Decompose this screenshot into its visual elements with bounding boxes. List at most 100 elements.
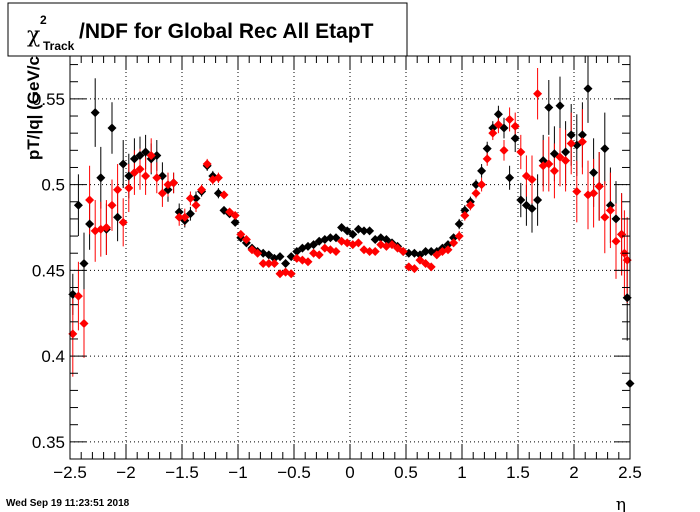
red-data-point [521,171,531,181]
black-data-point [96,173,106,183]
red-data-point [286,269,296,279]
black-data-point [421,246,431,256]
x-tick-label: −0.5 [277,463,311,482]
x-tick-label: −2 [116,463,135,482]
black-data-point [73,200,83,210]
y-axis-ticks: 0.35 0.4 0.45 0.5 0.55 [32,64,630,460]
y-axis-title: pT/|q| (GeV/c [24,56,43,160]
red-data-point [152,173,162,183]
black-data-point [381,234,391,244]
title-subscript: Track [43,39,75,53]
x-tick-label: 1 [457,463,466,482]
black-data-point [544,102,554,112]
black-data-point [499,123,509,133]
black-data-point [415,250,425,260]
red-data-point [303,257,313,267]
black-data-point [622,293,632,303]
black-data-point [141,147,151,157]
red-data-point [213,173,223,183]
black-data-point [85,219,95,229]
black-data-point [113,212,123,222]
black-data-point [325,233,335,243]
red-data-point [449,238,459,248]
red-data-point [622,255,632,265]
black-data-point [549,149,559,159]
red-data-point [549,166,559,176]
black-data-point [275,252,285,262]
red-data-point [79,319,89,329]
red-data-point [589,188,599,198]
black-data-point [589,168,599,178]
red-data-point [594,181,604,191]
grid-lines [70,56,630,459]
red-data-point [421,259,431,269]
black-data-point [292,246,302,256]
title-superscript: 2 [40,13,47,27]
black-data-point [488,123,498,133]
red-data-point [471,188,481,198]
black-data-point [79,259,89,269]
red-data-point [454,231,464,241]
red-data-point [605,205,615,215]
red-data-point [169,178,179,188]
red-data-point [499,145,509,155]
red-data-point [493,120,503,130]
black-data-point [521,200,531,210]
red-data-point [174,212,184,222]
red-data-point [225,207,235,217]
red-data-point [460,210,470,220]
black-data-point [342,226,352,236]
x-tick-label: 0 [345,463,354,482]
red-data-point [269,259,279,269]
red-data-point [202,159,212,169]
red-data-point [561,156,571,166]
red-data-point [73,291,83,301]
y-tick-label: 0.4 [41,347,65,366]
black-data-point [561,147,571,157]
black-data-point [527,204,537,214]
black-data-point [538,156,548,166]
red-data-point [101,222,111,232]
red-data-point [398,246,408,256]
red-data-point [241,234,251,244]
black-data-point [577,130,587,140]
red-data-point [331,246,341,256]
black-data-point [348,229,358,239]
black-data-point [460,205,470,215]
red-data-point [577,137,587,147]
red-data-point [544,159,554,169]
black-data-point [124,171,134,181]
x-tick-label: 2.5 [618,463,642,482]
data-markers [68,84,635,389]
red-data-point [185,193,195,203]
red-data-point [527,174,537,184]
black-data-point [482,144,492,154]
x-tick-label: 2 [569,463,578,482]
x-tick-label: −2.5 [53,463,87,482]
red-data-point [488,128,498,138]
timestamp: Wed Sep 19 11:23:51 2018 [6,498,130,509]
x-tick-label: −1 [228,463,247,482]
black-data-point [309,240,319,250]
black-data-point [454,219,464,229]
red-data-point [370,246,380,256]
red-data-point [219,190,229,200]
red-data-point [85,195,95,205]
red-data-point [572,186,582,196]
red-data-point [465,200,475,210]
black-data-point [230,217,240,227]
black-data-point [359,226,369,236]
red-data-point [314,250,324,260]
red-data-point [258,259,268,269]
red-data-point [236,229,246,239]
black-data-point [493,109,503,119]
black-data-point [135,150,145,160]
x-tick-label: 1.5 [506,463,530,482]
x-axis-title: η [616,495,626,512]
black-data-point [107,123,117,133]
black-data-point [583,84,593,94]
y-tick-label: 0.45 [32,261,65,280]
black-data-point [152,150,162,160]
chart-title: /NDF for Global Rec All EtapT [79,20,374,43]
black-data-point [331,233,341,243]
